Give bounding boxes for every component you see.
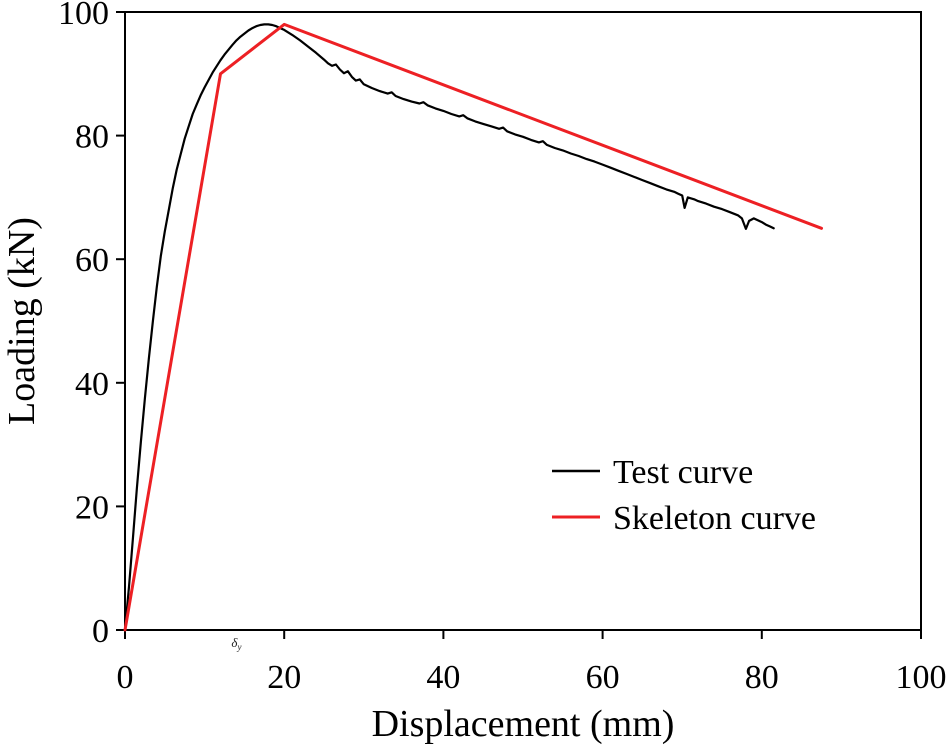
x-axis-title: Displacement (mm) [372,703,675,745]
y-tick-label: 100 [58,0,109,32]
x-tick-label: 60 [586,659,620,696]
y-tick-label: 60 [75,242,109,279]
skeleton-curve-line [123,22,823,632]
test-curve-line [123,23,775,632]
plot-border [124,11,922,631]
y-tick-label: 80 [75,119,109,156]
y-tick-label: 0 [92,613,109,650]
x-tick-label: 20 [267,659,301,696]
y-tick-label: 40 [75,366,109,403]
test-curve-legend-label: Test curve [613,454,753,491]
delta-y-annotation: δy [231,635,241,652]
legend: Test curve Skeleton curve [552,454,816,537]
x-axis-ticks: 0 20 40 60 80 100 [117,630,947,696]
y-axis-ticks: 0 20 40 60 80 100 [58,0,125,650]
x-tick-label: 80 [745,659,779,696]
chart-series [123,22,823,632]
chart-annotations: δy [231,635,241,652]
x-tick-label: 40 [426,659,460,696]
x-tick-label: 0 [117,659,134,696]
x-tick-label: 100 [896,659,947,696]
y-tick-label: 20 [75,489,109,526]
skeleton-curve-legend-label: Skeleton curve [613,500,816,537]
y-axis-title: Loading (kN) [1,217,43,425]
